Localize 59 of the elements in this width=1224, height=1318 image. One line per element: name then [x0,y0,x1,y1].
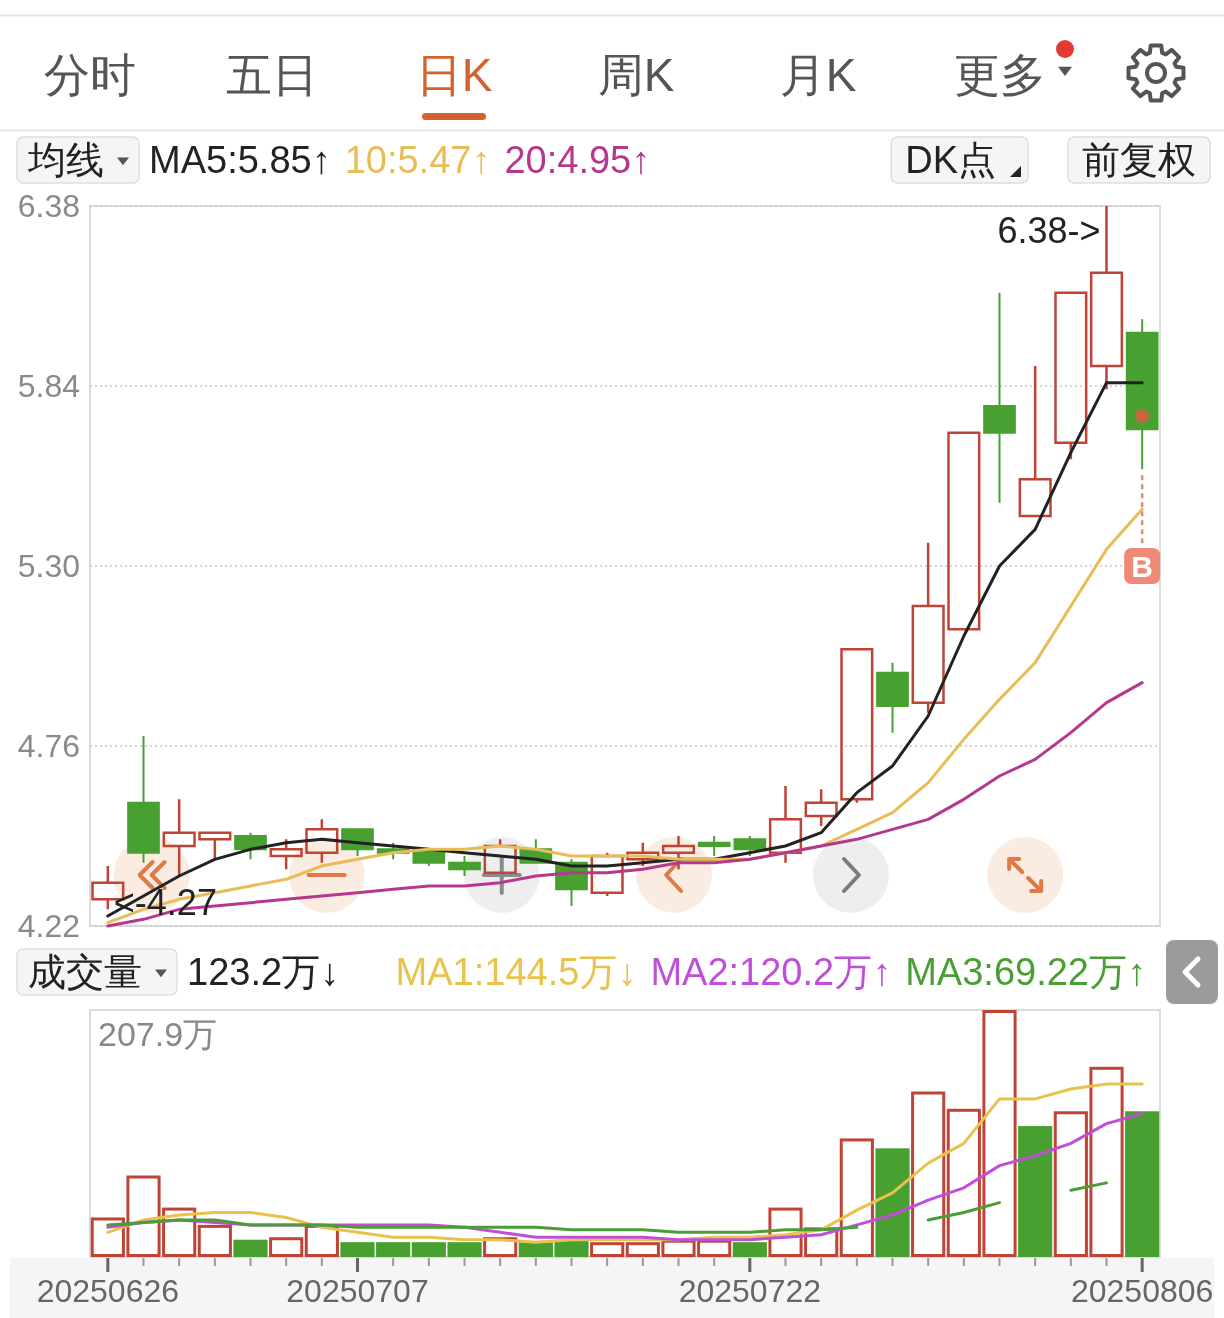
text: MA3:69.22万↑ [905,951,1146,993]
text: MA5:5.85↑ [149,139,331,181]
bar [1125,1111,1160,1257]
text: MA1:144.5万↓ [395,951,637,993]
candlestick [1054,291,1088,461]
x-tick-label: 20250806 [1070,1273,1214,1309]
bar [197,1224,232,1257]
bar [590,1242,625,1257]
candlestick [947,431,981,631]
x-tick-label: 20250707 [286,1273,429,1309]
candlestick [448,855,481,877]
candlestick [983,291,1016,504]
annotation: B [1131,549,1153,583]
y-tick-label: 5.30 [17,548,80,584]
candlestick [840,648,874,804]
candlestick [305,818,339,864]
candlestick [697,835,731,857]
bar [911,1091,946,1257]
bar [233,1239,268,1257]
bar [839,1138,874,1257]
candlestick [733,835,767,857]
y-tick-label: 4.22 [17,908,80,944]
annotation: 207.9万 [98,1015,218,1053]
text: 20:4.95↑ [504,139,651,181]
text: DK点 [905,139,996,181]
candlestick [269,838,303,871]
category-label: 分时 [44,49,136,101]
x-tick-label: 20250626 [36,1273,180,1309]
candlestick [876,661,909,734]
text: 前复权 [1082,139,1196,181]
text: 10:5.47↑ [344,139,491,181]
y-tick-label: 4.76 [17,728,80,764]
legend-title: 成交量 [28,951,142,993]
category-label: 月K [779,49,857,101]
category-label: 日K [415,49,493,101]
candlestick [804,788,838,828]
text: MA2:120.2万↑ [650,951,892,993]
category-label: 五日 [226,49,318,101]
category-label: 周K [597,49,675,101]
candlestick [234,831,267,861]
y-tick-label: 6.38 [17,188,80,224]
candlestick [1125,318,1159,471]
x-tick-label: 20250722 [678,1273,822,1309]
annotation: 6.38-> [997,209,1101,251]
candlestick [911,541,945,714]
chart-subtitle: 123.2万↓ [187,951,340,993]
line-series [106,681,1144,928]
bar [875,1148,910,1257]
bar [1018,1126,1053,1257]
candlestick [661,834,696,871]
candlestick [198,831,232,861]
category-label: 更多 [954,49,1046,101]
candlestick [1018,364,1052,518]
bar [269,1237,304,1257]
y-tick-label: 5.84 [17,368,80,404]
bar [732,1242,767,1257]
candlestick [162,798,196,878]
legend-title: 均线 [27,139,104,181]
candlestick [127,735,160,864]
